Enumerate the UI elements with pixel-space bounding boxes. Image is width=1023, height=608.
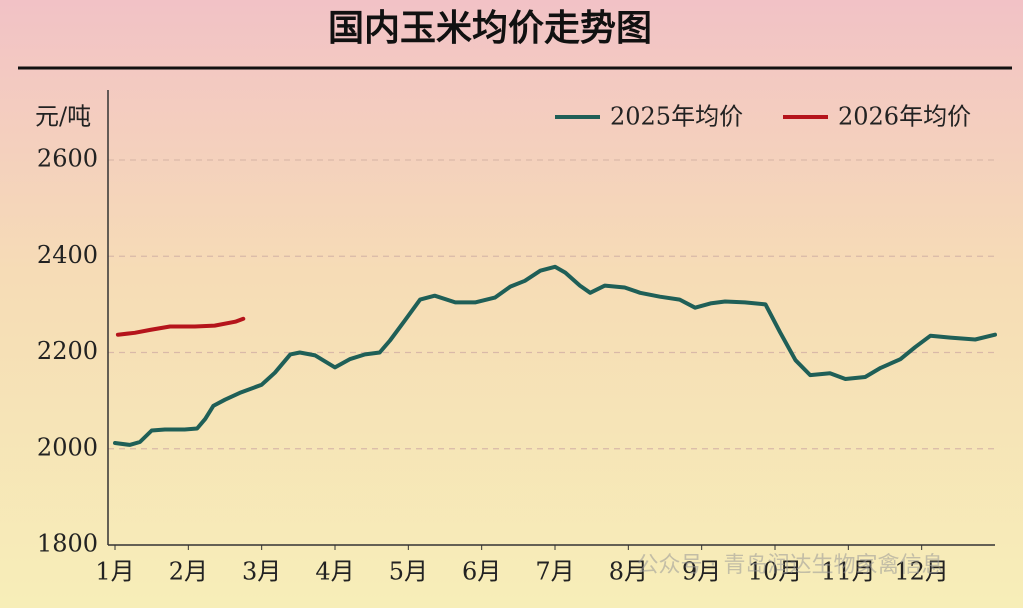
y-tick-label: 2200 [37, 337, 98, 365]
x-tick-label: 2月 [169, 558, 208, 586]
x-tick-label: 5月 [389, 558, 428, 586]
x-tick-label: 3月 [242, 558, 281, 586]
x-tick-label: 11月 [821, 558, 876, 586]
y-tick-label: 2600 [37, 145, 98, 173]
x-tick-label: 1月 [95, 558, 134, 586]
y-axis-label: 元/吨 [35, 103, 91, 131]
x-tick-label: 9月 [682, 558, 721, 586]
watermark: 公众号 · 青岛润达生物家禽信息 [637, 553, 944, 578]
x-tick-label: 10月 [748, 558, 803, 586]
x-tick-label: 6月 [462, 558, 501, 586]
series-line [113, 264, 997, 447]
legend-label: 2025年均价 [610, 103, 743, 131]
x-tick-label: 8月 [609, 558, 648, 586]
x-tick-label: 4月 [315, 558, 354, 586]
x-tick-label: 7月 [535, 558, 574, 586]
y-tick-label: 2000 [37, 433, 98, 461]
y-tick-label: 2400 [37, 241, 98, 269]
chart-title: 国内玉米均价走势图 [328, 8, 652, 49]
x-tick-label: 12月 [894, 558, 949, 586]
series-line [115, 316, 246, 337]
legend-label: 2026年均价 [838, 103, 971, 131]
y-tick-label: 1800 [37, 530, 98, 558]
